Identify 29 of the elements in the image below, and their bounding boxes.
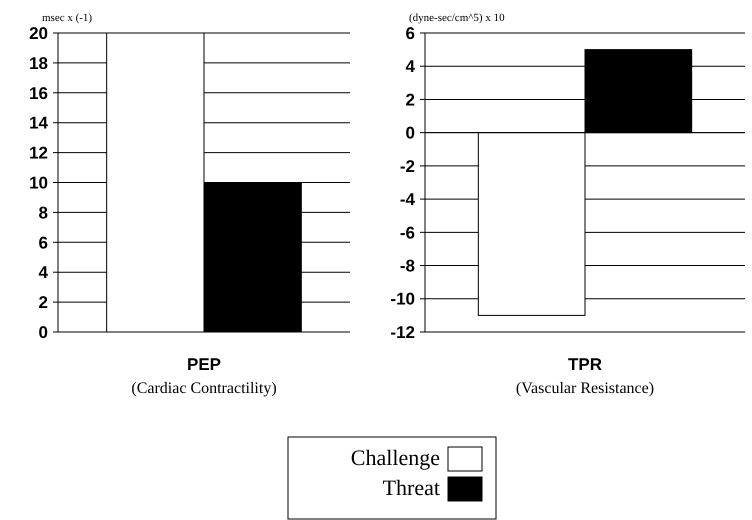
y-tick-label: -12 xyxy=(390,322,415,342)
y-tick-label: 6 xyxy=(406,24,415,43)
legend-label: Threat xyxy=(382,475,440,500)
y-tick-label: 16 xyxy=(29,84,48,103)
y-tick-label: 4 xyxy=(38,263,49,282)
y-tick-label: 20 xyxy=(29,24,48,43)
y-tick-label: 0 xyxy=(406,124,415,143)
text: (Vascular Resistance) xyxy=(516,380,654,397)
y-tick-label: -8 xyxy=(400,256,415,276)
y-tick-label: 0 xyxy=(38,322,48,342)
y-tick-label: 2 xyxy=(38,293,48,312)
y-tick-label: -2 xyxy=(400,156,415,176)
text: (Cardiac Contractility) xyxy=(131,380,277,397)
x-axis-title: PEP xyxy=(186,355,222,374)
y-tick-label: 18 xyxy=(29,54,48,73)
y-tick-label: 14 xyxy=(29,114,49,133)
y-tick-label: 8 xyxy=(38,203,48,222)
y-tick-label: 4 xyxy=(406,57,416,76)
legend-label: Challenge xyxy=(350,445,440,470)
y-tick-label: 6 xyxy=(38,233,48,252)
y-axis-title: msec x (-1) xyxy=(42,12,92,24)
y-tick-label: -4 xyxy=(400,190,416,210)
y-tick-label: -10 xyxy=(390,290,415,309)
y-tick-label: 12 xyxy=(29,144,48,163)
x-axis-title: TPR xyxy=(568,355,602,374)
y-tick-label: 2 xyxy=(406,90,415,110)
y-tick-label: -6 xyxy=(400,223,415,242)
y-tick-label: 10 xyxy=(29,173,48,192)
y-axis-title: (dyne-sec/cm^5) x 10 xyxy=(409,12,506,24)
